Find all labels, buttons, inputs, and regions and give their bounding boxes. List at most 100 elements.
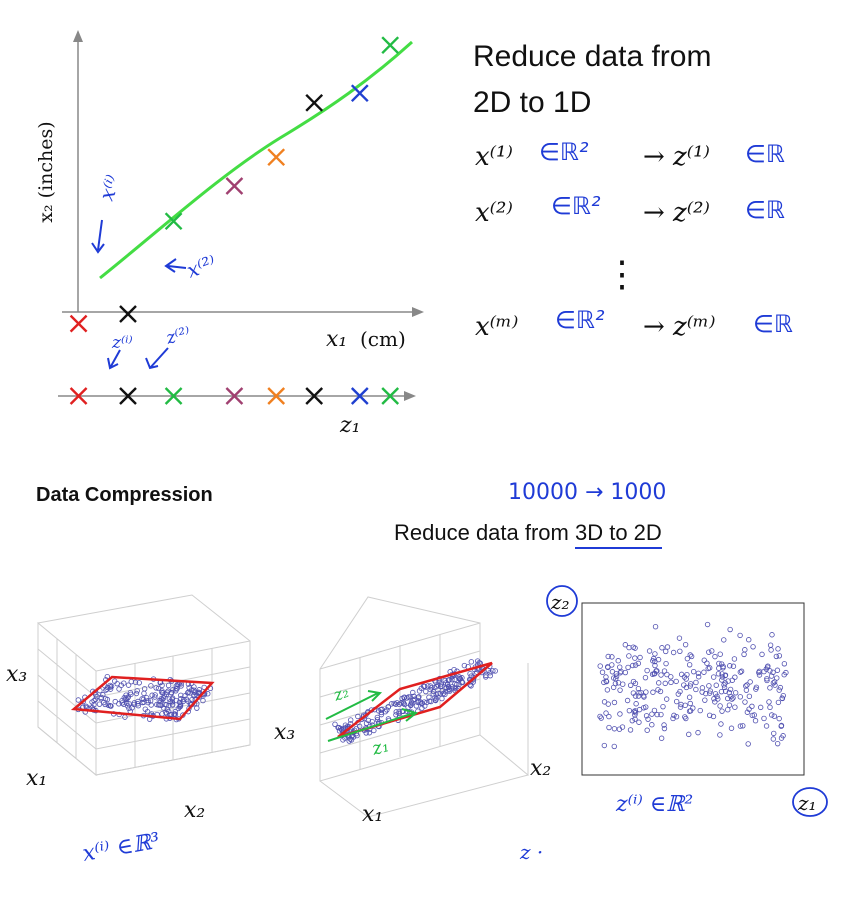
scatter-point xyxy=(136,680,142,686)
scatter-point xyxy=(142,706,148,712)
scatter-point xyxy=(369,718,375,725)
scatter-point xyxy=(652,662,658,669)
scatter-point xyxy=(663,696,670,702)
scatter-point xyxy=(605,653,611,660)
scatter-point xyxy=(178,692,184,699)
scatter-point xyxy=(706,665,713,671)
scatter-point xyxy=(654,711,660,718)
scatter-point xyxy=(731,656,738,662)
scatter-point xyxy=(483,672,489,679)
top-xlabel-math: x₁ xyxy=(326,327,347,352)
scatter-point xyxy=(635,693,642,699)
scatter-point xyxy=(363,730,369,736)
scatter-point xyxy=(644,667,650,674)
scatter-point xyxy=(159,682,165,689)
scatter-point xyxy=(131,700,138,706)
scatter-point xyxy=(615,658,621,664)
scatter-point xyxy=(194,692,200,698)
scatter-point xyxy=(732,674,738,680)
scatter-point xyxy=(176,699,183,705)
scatter-point xyxy=(159,688,165,694)
scatter-point xyxy=(778,722,785,729)
mapping-lhs: x⁽ᵐ⁾ xyxy=(475,312,519,342)
scatter-point xyxy=(468,659,475,665)
scatter-point xyxy=(134,688,140,694)
scatter-point xyxy=(699,685,706,691)
scatter-point xyxy=(631,708,637,715)
scatter-point xyxy=(744,682,750,688)
right-hand-label: z⁽ⁱ⁾ ∈ℝ² xyxy=(615,792,693,817)
projection-points xyxy=(69,387,400,405)
scatter-point xyxy=(332,721,338,727)
scatter-point xyxy=(713,682,719,688)
data-point-blue xyxy=(350,84,369,103)
scatter-point xyxy=(767,668,773,674)
scatter-point xyxy=(624,697,631,704)
left-x2-label: x₂ xyxy=(184,798,205,823)
scatter-point xyxy=(426,694,432,700)
scatter-point xyxy=(646,648,653,654)
scatter-point xyxy=(753,684,760,690)
scatter-point xyxy=(658,672,664,678)
mapping-lhs-hand: ∈ℝ² xyxy=(555,306,605,334)
scatter-point xyxy=(687,652,693,658)
scatter-point xyxy=(746,637,752,643)
scatter-point xyxy=(715,696,721,702)
middle-hand-bottom: z · xyxy=(519,840,543,864)
scatter-point xyxy=(601,679,607,686)
scatter-point xyxy=(752,718,759,724)
scatter-point xyxy=(727,686,734,693)
scatter-point xyxy=(706,649,712,655)
scatter-point xyxy=(128,691,134,698)
scatter-point xyxy=(148,683,154,689)
scatter-point xyxy=(676,635,683,641)
projected-point-purple xyxy=(225,387,244,405)
scatter-point xyxy=(712,699,718,705)
scatter-point xyxy=(384,707,390,713)
projected-point-black xyxy=(119,387,137,405)
scatter-point xyxy=(169,696,175,702)
scatter-point xyxy=(449,676,455,683)
scatter-point xyxy=(439,695,445,702)
scatter-point xyxy=(348,717,354,723)
scatter-point xyxy=(686,694,693,700)
scatter-point xyxy=(617,664,623,670)
z2-arrow xyxy=(145,347,169,370)
scatter-point xyxy=(116,701,122,707)
scatter-point xyxy=(126,700,132,707)
scatter-point xyxy=(761,668,767,675)
scatter-point xyxy=(684,655,691,662)
scatter-point xyxy=(163,691,170,698)
scatter-point xyxy=(194,705,200,711)
handwritten-annotations xyxy=(91,219,187,370)
scatter-point xyxy=(160,695,167,701)
scatter-point xyxy=(697,707,703,714)
scatter-point xyxy=(721,637,727,643)
left-x3-label: x₃ xyxy=(6,662,27,687)
scatter-point xyxy=(468,683,474,689)
scatter-point xyxy=(200,697,206,704)
scatter-point xyxy=(439,683,445,689)
scatter-point xyxy=(459,675,465,681)
scatter-point xyxy=(706,712,713,719)
scatter-point xyxy=(123,692,129,698)
scatter-point xyxy=(141,690,147,697)
scatter-point xyxy=(678,671,685,678)
scatter-point xyxy=(611,675,617,681)
top-xlabel-unit: (cm) xyxy=(360,327,406,351)
scatter-point xyxy=(366,730,373,736)
reduce-2d-line1: Reduce data from xyxy=(473,40,712,73)
scatter-point xyxy=(617,711,623,717)
scatter-point xyxy=(336,728,343,734)
scatter-point xyxy=(613,673,620,679)
scatter-point xyxy=(177,702,184,709)
scatter-point xyxy=(161,705,167,711)
scatter-point xyxy=(687,708,694,714)
x-axis-arrow xyxy=(412,307,424,317)
scatter-point xyxy=(719,677,725,683)
scatter-point xyxy=(378,711,385,718)
scatter-point xyxy=(635,685,642,692)
scatter-point xyxy=(195,689,202,695)
scatter-point xyxy=(675,691,681,697)
scatter-point xyxy=(714,693,720,700)
